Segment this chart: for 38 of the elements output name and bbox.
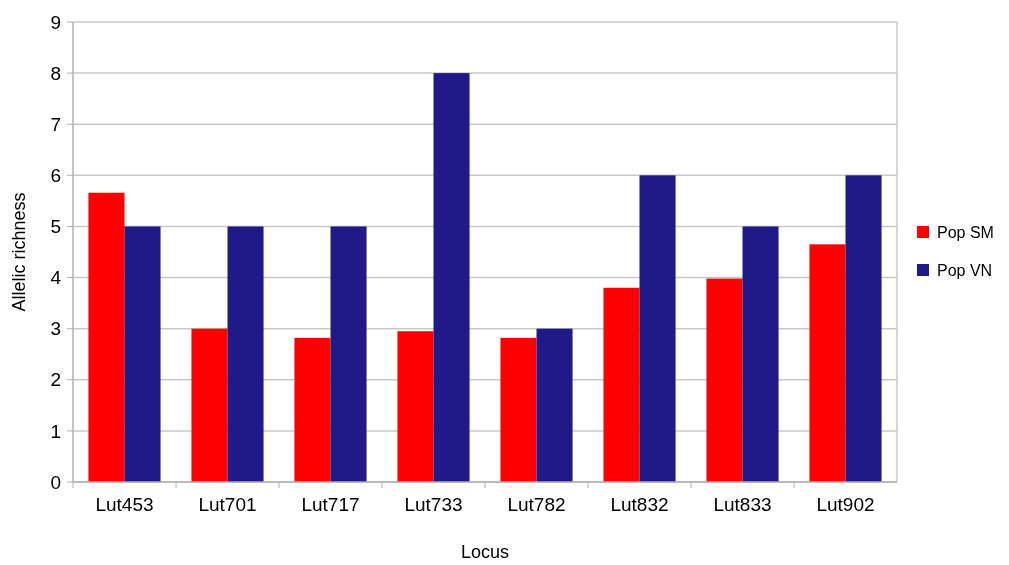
legend-label: Pop SM [937, 223, 994, 241]
bar [639, 175, 676, 482]
y-tick-label: 9 [50, 11, 61, 33]
legend-label: Pop VN [937, 261, 993, 279]
y-tick-label: 5 [50, 216, 61, 238]
y-tick-label: 4 [50, 267, 62, 289]
y-tick-label: 0 [50, 471, 61, 493]
x-tick-label: Lut701 [198, 494, 257, 515]
x-tick-label: Lut782 [507, 494, 566, 515]
bar [845, 175, 882, 482]
x-tick-label: Lut902 [816, 494, 875, 515]
bar [500, 337, 537, 482]
y-tick-label: 3 [50, 318, 61, 340]
bar [433, 73, 470, 482]
bar [742, 226, 779, 482]
y-tick-label: 1 [50, 420, 61, 442]
x-tick-label: Lut733 [404, 494, 463, 515]
bar [536, 328, 573, 482]
bar [397, 331, 434, 482]
x-tick-label: Lut717 [301, 494, 360, 515]
bar [603, 287, 640, 482]
bar [330, 226, 367, 482]
bar [809, 244, 846, 482]
x-tick-label: Lut453 [95, 494, 154, 515]
x-axis-title: Locus [460, 542, 510, 562]
bar [88, 192, 125, 482]
y-axis-title: Allelic richness [9, 192, 29, 312]
y-tick-label: 7 [50, 113, 61, 135]
y-tick-label: 6 [50, 164, 61, 186]
y-tick-label: 2 [50, 369, 61, 391]
bar [191, 328, 228, 482]
bar [124, 226, 161, 482]
y-tick-label: 8 [50, 62, 61, 84]
x-tick-label: Lut833 [713, 494, 772, 515]
bar [227, 226, 264, 482]
bar [294, 337, 331, 482]
x-tick-label: Lut832 [610, 494, 669, 515]
bar [706, 278, 743, 482]
